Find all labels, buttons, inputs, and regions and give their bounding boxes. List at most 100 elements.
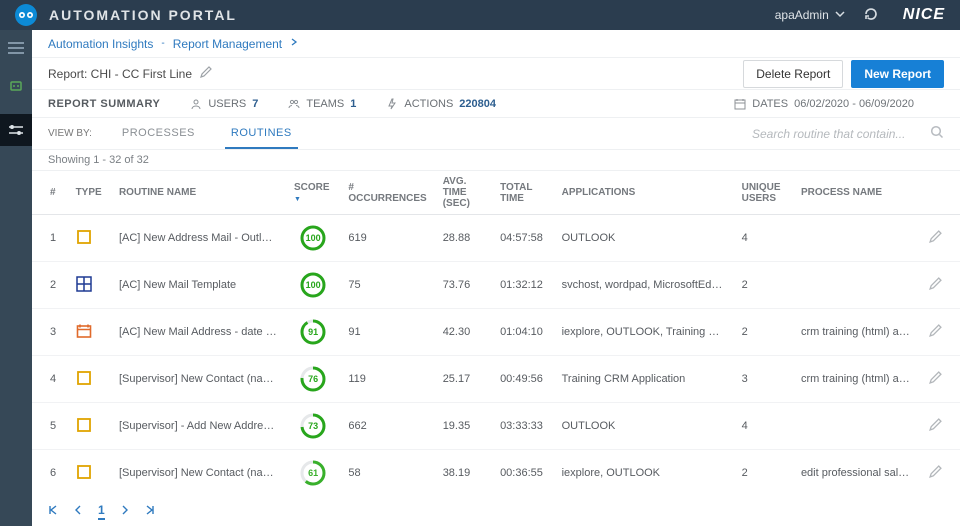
page-prev-icon[interactable] <box>74 504 82 518</box>
new-report-button[interactable]: New Report <box>851 60 944 88</box>
col-avg[interactable]: AVG. TIME (SEC) <box>435 171 492 215</box>
row-name: [AC] New Mail Address - date + email + .… <box>111 309 286 356</box>
row-edit[interactable] <box>921 450 960 497</box>
col-apps[interactable]: APPLICATIONS <box>554 171 734 215</box>
row-name: [Supervisor] - Add New Address Excel <box>111 403 286 450</box>
row-total-time: 00:49:56 <box>492 356 554 403</box>
col-edit <box>921 171 960 215</box>
edit-row-icon <box>929 465 942 478</box>
actions-icon <box>386 98 398 110</box>
col-name[interactable]: ROUTINE NAME <box>111 171 286 215</box>
report-title-row: Report: CHI - CC First Line Delete Repor… <box>32 58 960 90</box>
row-process <box>793 215 921 262</box>
row-score: 73 <box>286 403 340 450</box>
refresh-icon[interactable] <box>863 6 879 25</box>
row-index: 1 <box>32 215 68 262</box>
table-row[interactable]: 4[Supervisor] New Contact (name and p...… <box>32 356 960 403</box>
routines-table-wrap[interactable]: # TYPE ROUTINE NAME SCORE # OCCURRENCES … <box>32 171 960 496</box>
table-row[interactable]: 5[Supervisor] - Add New Address Excel736… <box>32 403 960 450</box>
row-users: 2 <box>734 262 793 309</box>
sidebar-robot-icon[interactable] <box>6 76 26 96</box>
row-apps: OUTLOOK <box>554 215 734 262</box>
tab-routines[interactable]: ROUTINES <box>225 119 298 149</box>
row-name: [AC] New Mail Template <box>111 262 286 309</box>
row-type-icon <box>68 215 111 262</box>
row-edit[interactable] <box>921 309 960 356</box>
delete-report-button[interactable]: Delete Report <box>743 60 843 88</box>
edit-report-title-icon[interactable] <box>200 66 212 81</box>
col-score[interactable]: SCORE <box>286 171 340 215</box>
row-type-icon <box>68 450 111 497</box>
page-number[interactable]: 1 <box>98 503 105 520</box>
row-apps: iexplore, OUTLOOK, Training CRM Applic..… <box>554 309 734 356</box>
dates-value: 06/02/2020 - 06/09/2020 <box>794 98 914 110</box>
row-score: 100 <box>286 262 340 309</box>
page-next-icon[interactable] <box>121 504 129 518</box>
row-type-icon <box>68 403 111 450</box>
col-users[interactable]: UNIQUE USERS <box>734 171 793 215</box>
sidebar-menu-icon[interactable] <box>6 38 26 58</box>
row-apps: OUTLOOK <box>554 403 734 450</box>
row-users: 2 <box>734 450 793 497</box>
users-icon <box>190 98 202 110</box>
showing-count: Showing 1 - 32 of 32 <box>32 150 960 171</box>
actions-label: ACTIONS <box>404 98 453 110</box>
tabs-row: VIEW BY: PROCESSES ROUTINES <box>32 118 960 150</box>
row-total-time: 04:57:58 <box>492 215 554 262</box>
row-total-time: 01:32:12 <box>492 262 554 309</box>
row-avg-time: 19.35 <box>435 403 492 450</box>
stat-users: USERS 7 <box>190 98 258 110</box>
row-score: 91 <box>286 309 340 356</box>
breadcrumb-sep: - <box>161 38 164 49</box>
row-avg-time: 73.76 <box>435 262 492 309</box>
col-total[interactable]: TOTAL TIME <box>492 171 554 215</box>
brand-logo-icon <box>15 4 37 26</box>
table-row[interactable]: 6[Supervisor] New Contact (name and p...… <box>32 450 960 497</box>
col-index[interactable]: # <box>32 171 68 215</box>
row-index: 6 <box>32 450 68 497</box>
search-input[interactable] <box>752 127 922 141</box>
edit-row-icon <box>929 230 942 243</box>
row-index: 2 <box>32 262 68 309</box>
stat-dates: DATES 06/02/2020 - 06/09/2020 <box>734 98 914 110</box>
sidebar <box>0 30 32 526</box>
current-user-label[interactable]: apaAdmin <box>775 8 829 22</box>
breadcrumb-report-mgmt[interactable]: Report Management <box>173 37 282 51</box>
page-last-icon[interactable] <box>145 504 155 518</box>
row-edit[interactable] <box>921 215 960 262</box>
row-edit[interactable] <box>921 262 960 309</box>
row-avg-time: 38.19 <box>435 450 492 497</box>
tab-processes[interactable]: PROCESSES <box>116 119 201 149</box>
col-process[interactable]: PROCESS NAME <box>793 171 921 215</box>
col-type[interactable]: TYPE <box>68 171 111 215</box>
row-process: edit professional salesf... <box>793 450 921 497</box>
row-occurrences: 662 <box>340 403 434 450</box>
actions-value: 220804 <box>459 98 496 110</box>
search-box <box>752 125 944 142</box>
routines-table: # TYPE ROUTINE NAME SCORE # OCCURRENCES … <box>32 171 960 496</box>
row-edit[interactable] <box>921 356 960 403</box>
table-row[interactable]: 3[AC] New Mail Address - date + email + … <box>32 309 960 356</box>
table-row[interactable]: 1[AC] New Address Mail - Outlook10061928… <box>32 215 960 262</box>
page-first-icon[interactable] <box>48 504 58 518</box>
breadcrumb-insights[interactable]: Automation Insights <box>48 37 153 51</box>
search-icon[interactable] <box>930 125 944 142</box>
row-occurrences: 75 <box>340 262 434 309</box>
pager: 1 <box>32 496 960 526</box>
row-avg-time: 42.30 <box>435 309 492 356</box>
sidebar-settings-icon[interactable] <box>0 114 32 146</box>
stat-teams: TEAMS 1 <box>288 98 356 110</box>
report-title: Report: CHI - CC First Line <box>48 67 192 81</box>
table-row[interactable]: 2 [AC] New Mail Template1007573.7601:32:1… <box>32 262 960 309</box>
col-occ[interactable]: # OCCURRENCES <box>340 171 434 215</box>
edit-row-icon <box>929 277 942 290</box>
row-name: [AC] New Address Mail - Outlook <box>111 215 286 262</box>
users-label: USERS <box>208 98 246 110</box>
stat-actions: ACTIONS 220804 <box>386 98 496 110</box>
row-occurrences: 58 <box>340 450 434 497</box>
calendar-icon <box>734 98 746 110</box>
chevron-down-icon[interactable] <box>835 8 845 22</box>
row-score: 100 <box>286 215 340 262</box>
teams-label: TEAMS <box>306 98 344 110</box>
row-edit[interactable] <box>921 403 960 450</box>
